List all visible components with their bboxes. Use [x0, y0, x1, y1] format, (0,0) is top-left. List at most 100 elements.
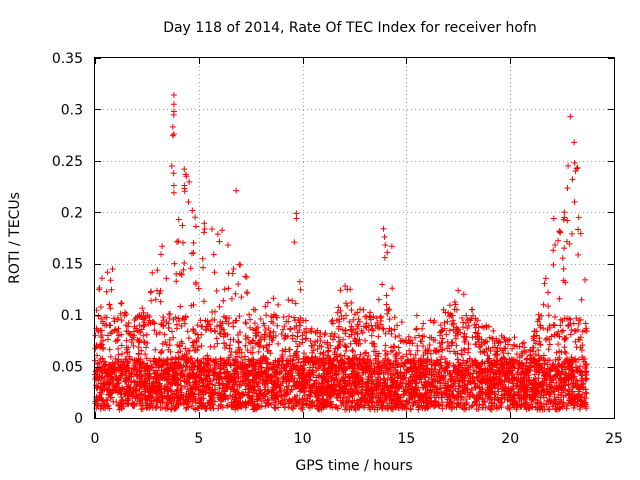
data-point [245, 385, 252, 392]
data-point [185, 372, 192, 379]
data-point [418, 402, 425, 409]
data-point [225, 320, 232, 327]
data-point [337, 287, 344, 294]
data-point [415, 363, 422, 370]
data-point [442, 372, 449, 379]
data-point [309, 354, 316, 361]
data-point [411, 386, 418, 393]
data-point [374, 394, 381, 401]
data-point [375, 358, 382, 365]
data-point [376, 325, 383, 332]
data-point [174, 341, 181, 348]
data-point [177, 391, 184, 398]
data-point [363, 349, 370, 356]
data-point [147, 373, 154, 380]
data-point [213, 287, 220, 294]
data-point [394, 399, 401, 406]
data-point [375, 296, 382, 303]
data-point [412, 334, 419, 341]
data-point [529, 395, 536, 402]
data-point [558, 349, 565, 356]
data-point [266, 365, 273, 372]
data-point [582, 320, 589, 327]
data-point [535, 316, 542, 323]
data-point [461, 402, 468, 409]
data-point [462, 319, 469, 326]
data-point [437, 322, 444, 329]
data-point [552, 313, 559, 320]
data-point [96, 392, 103, 399]
data-point [367, 309, 374, 316]
data-point [569, 364, 576, 371]
data-point [352, 406, 359, 413]
data-point [532, 351, 539, 358]
data-point [477, 348, 484, 355]
data-point [370, 381, 377, 388]
data-point [255, 340, 262, 347]
data-point [276, 384, 283, 391]
data-point [126, 330, 133, 337]
data-point [492, 375, 499, 382]
data-point [557, 376, 564, 383]
data-point [175, 216, 182, 223]
data-point [336, 381, 343, 388]
data-point [106, 391, 113, 398]
data-point [243, 289, 250, 296]
data-point [513, 383, 520, 390]
data-point [355, 356, 362, 363]
data-point [322, 330, 329, 337]
data-point [400, 403, 407, 410]
data-point [504, 370, 511, 377]
data-point [198, 323, 205, 330]
data-point [215, 379, 222, 386]
data-point [523, 399, 530, 406]
data-point [371, 340, 378, 347]
data-point [570, 377, 577, 384]
data-point [279, 326, 286, 333]
data-point [461, 365, 468, 372]
data-point [378, 402, 385, 409]
data-point [286, 400, 293, 407]
data-point [297, 388, 304, 395]
data-point [153, 359, 160, 366]
data-point [126, 356, 133, 363]
data-point [265, 325, 272, 332]
data-point [291, 317, 298, 324]
data-point [552, 242, 559, 249]
data-point [98, 334, 105, 341]
data-point [197, 398, 204, 405]
data-point [370, 313, 377, 320]
data-point [555, 406, 562, 413]
data-point [285, 369, 292, 376]
data-point [211, 343, 218, 350]
data-point [238, 369, 245, 376]
data-point [296, 378, 303, 385]
data-point [350, 348, 357, 355]
data-point [109, 266, 116, 273]
data-point [418, 392, 425, 399]
data-point [489, 396, 496, 403]
data-point [365, 327, 372, 334]
data-point [405, 381, 412, 388]
data-point [159, 347, 166, 354]
data-point [331, 330, 338, 337]
data-point [129, 331, 136, 338]
data-point [292, 338, 299, 345]
data-point [242, 404, 249, 411]
data-point [277, 388, 284, 395]
data-point [535, 352, 542, 359]
data-point [370, 360, 377, 367]
data-point [530, 396, 537, 403]
data-point [165, 357, 172, 364]
data-point [460, 357, 467, 364]
data-point [283, 363, 290, 370]
data-point [526, 374, 533, 381]
data-point [185, 335, 192, 342]
data-point [334, 351, 341, 358]
data-point [382, 347, 389, 354]
data-point [582, 376, 589, 383]
data-point [321, 331, 328, 338]
data-point [320, 349, 327, 356]
data-point [328, 381, 335, 388]
data-point [540, 392, 547, 399]
